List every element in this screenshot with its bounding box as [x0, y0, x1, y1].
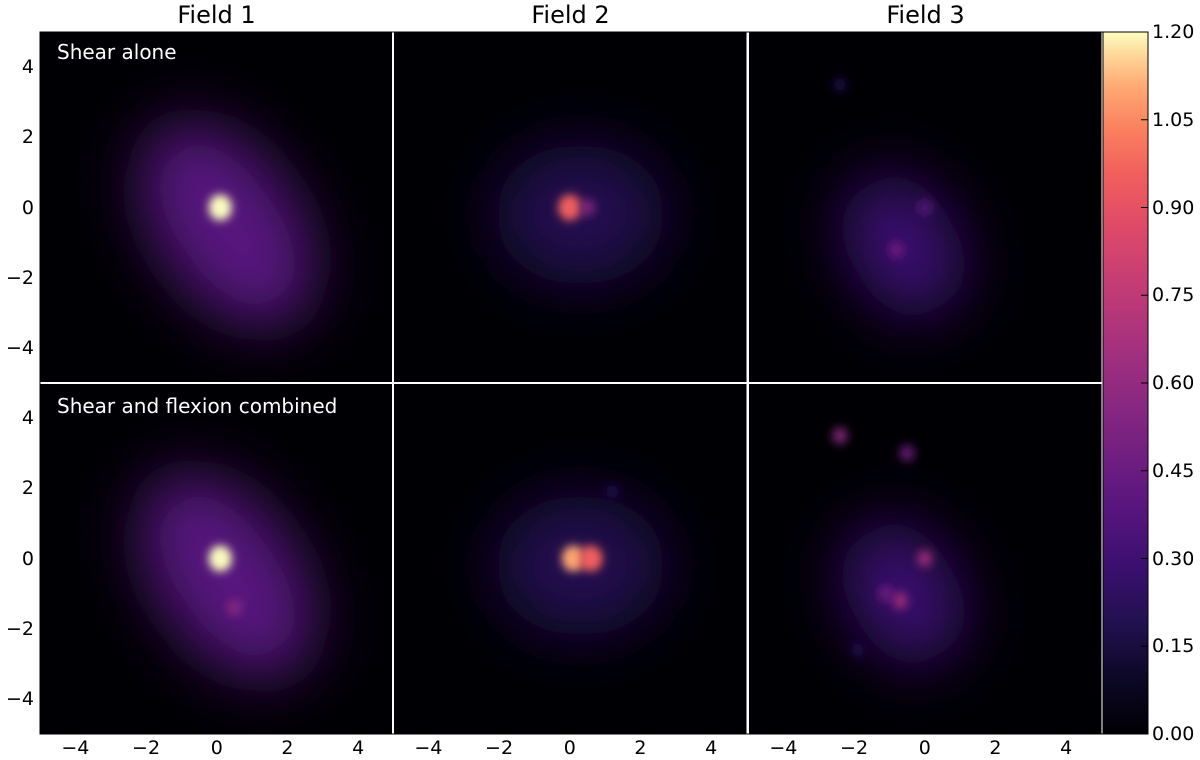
- panel-2-2: [393, 383, 747, 734]
- x-tick-label: −2: [840, 737, 869, 759]
- colorbar: [1102, 31, 1149, 735]
- row-label-shear-alone: Shear alone: [57, 40, 177, 64]
- density-peak-core-1: [563, 199, 576, 216]
- panel-1-2: [393, 32, 747, 383]
- x-tick-label: −4: [61, 737, 90, 759]
- panel-2-1: [40, 383, 394, 734]
- density-peak-5: [900, 445, 915, 462]
- panel-2-3: [748, 383, 1102, 734]
- x-tick-label: 2: [989, 737, 1002, 759]
- colorbar-tick-label: 1.05: [1152, 108, 1195, 131]
- panel-1-1: [40, 32, 394, 383]
- density-peak-2: [227, 599, 242, 616]
- y-tick-label: 4: [21, 56, 34, 79]
- x-tick-label: −4: [769, 737, 798, 759]
- halo-0: [139, 122, 315, 328]
- column-title-field-3: Field 3: [886, 1, 965, 29]
- x-tick-label: 4: [352, 737, 365, 759]
- halo-0: [842, 175, 965, 317]
- density-peak-1: [889, 241, 904, 258]
- x-tick-label: 2: [634, 737, 647, 759]
- y-tick-label: 2: [21, 477, 34, 500]
- colorbar-tick-label: 0.75: [1152, 284, 1195, 307]
- density-peak-3: [606, 484, 619, 499]
- row-label-shear-and-flexion: Shear and flexion combined: [57, 394, 338, 418]
- y-tick-label: 4: [21, 407, 34, 430]
- density-peak-2: [917, 550, 932, 567]
- y-tick-label: −2: [5, 266, 34, 289]
- x-tick-label: −4: [414, 737, 443, 759]
- density-peak-2: [917, 199, 932, 216]
- x-tick-label: 0: [563, 737, 576, 759]
- colorbar-tick-label: 0.45: [1152, 459, 1195, 482]
- halo-0: [842, 523, 965, 665]
- x-tick-label: 2: [281, 737, 294, 759]
- density-peak-6: [851, 642, 864, 657]
- x-tick-label: 0: [210, 737, 223, 759]
- column-title-field-2: Field 2: [531, 1, 610, 29]
- colorbar-tick-label: 0.00: [1152, 723, 1195, 745]
- density-peak-1: [893, 592, 908, 609]
- y-tick-label: −4: [5, 336, 34, 359]
- x-tick-label: 0: [918, 737, 931, 759]
- density-peak-4: [832, 427, 847, 444]
- y-tick-label: −4: [5, 687, 34, 710]
- colorbar-tick-label: 0.60: [1152, 372, 1195, 394]
- column-title-field-1: Field 1: [177, 1, 256, 29]
- x-tick-label: 4: [705, 737, 718, 759]
- density-peak-core-1: [214, 199, 227, 216]
- y-tick-label: 0: [21, 547, 34, 570]
- colorbar-tick-label: 1.20: [1152, 21, 1195, 43]
- y-tick-label: −2: [5, 617, 34, 640]
- halo-0: [495, 144, 666, 285]
- colorbar-tick-label: 0.30: [1152, 547, 1195, 570]
- density-peak-core-2: [584, 550, 597, 567]
- x-tick-label: −2: [132, 737, 161, 759]
- panel-1-3: [748, 32, 1102, 383]
- y-tick-label: 0: [21, 196, 34, 219]
- x-tick-label: 4: [1060, 737, 1073, 759]
- density-peak-2: [580, 199, 595, 216]
- density-peak-3: [833, 77, 846, 92]
- colorbar-tick-label: 0.15: [1152, 635, 1195, 658]
- x-tick-label: −2: [485, 737, 514, 759]
- density-peak-3: [878, 585, 893, 602]
- density-peak-core-1: [567, 550, 580, 567]
- halo-0: [139, 473, 315, 679]
- y-tick-label: 2: [21, 126, 34, 149]
- colorbar-tick-label: 0.90: [1152, 196, 1195, 219]
- density-peak-core-1: [214, 550, 227, 567]
